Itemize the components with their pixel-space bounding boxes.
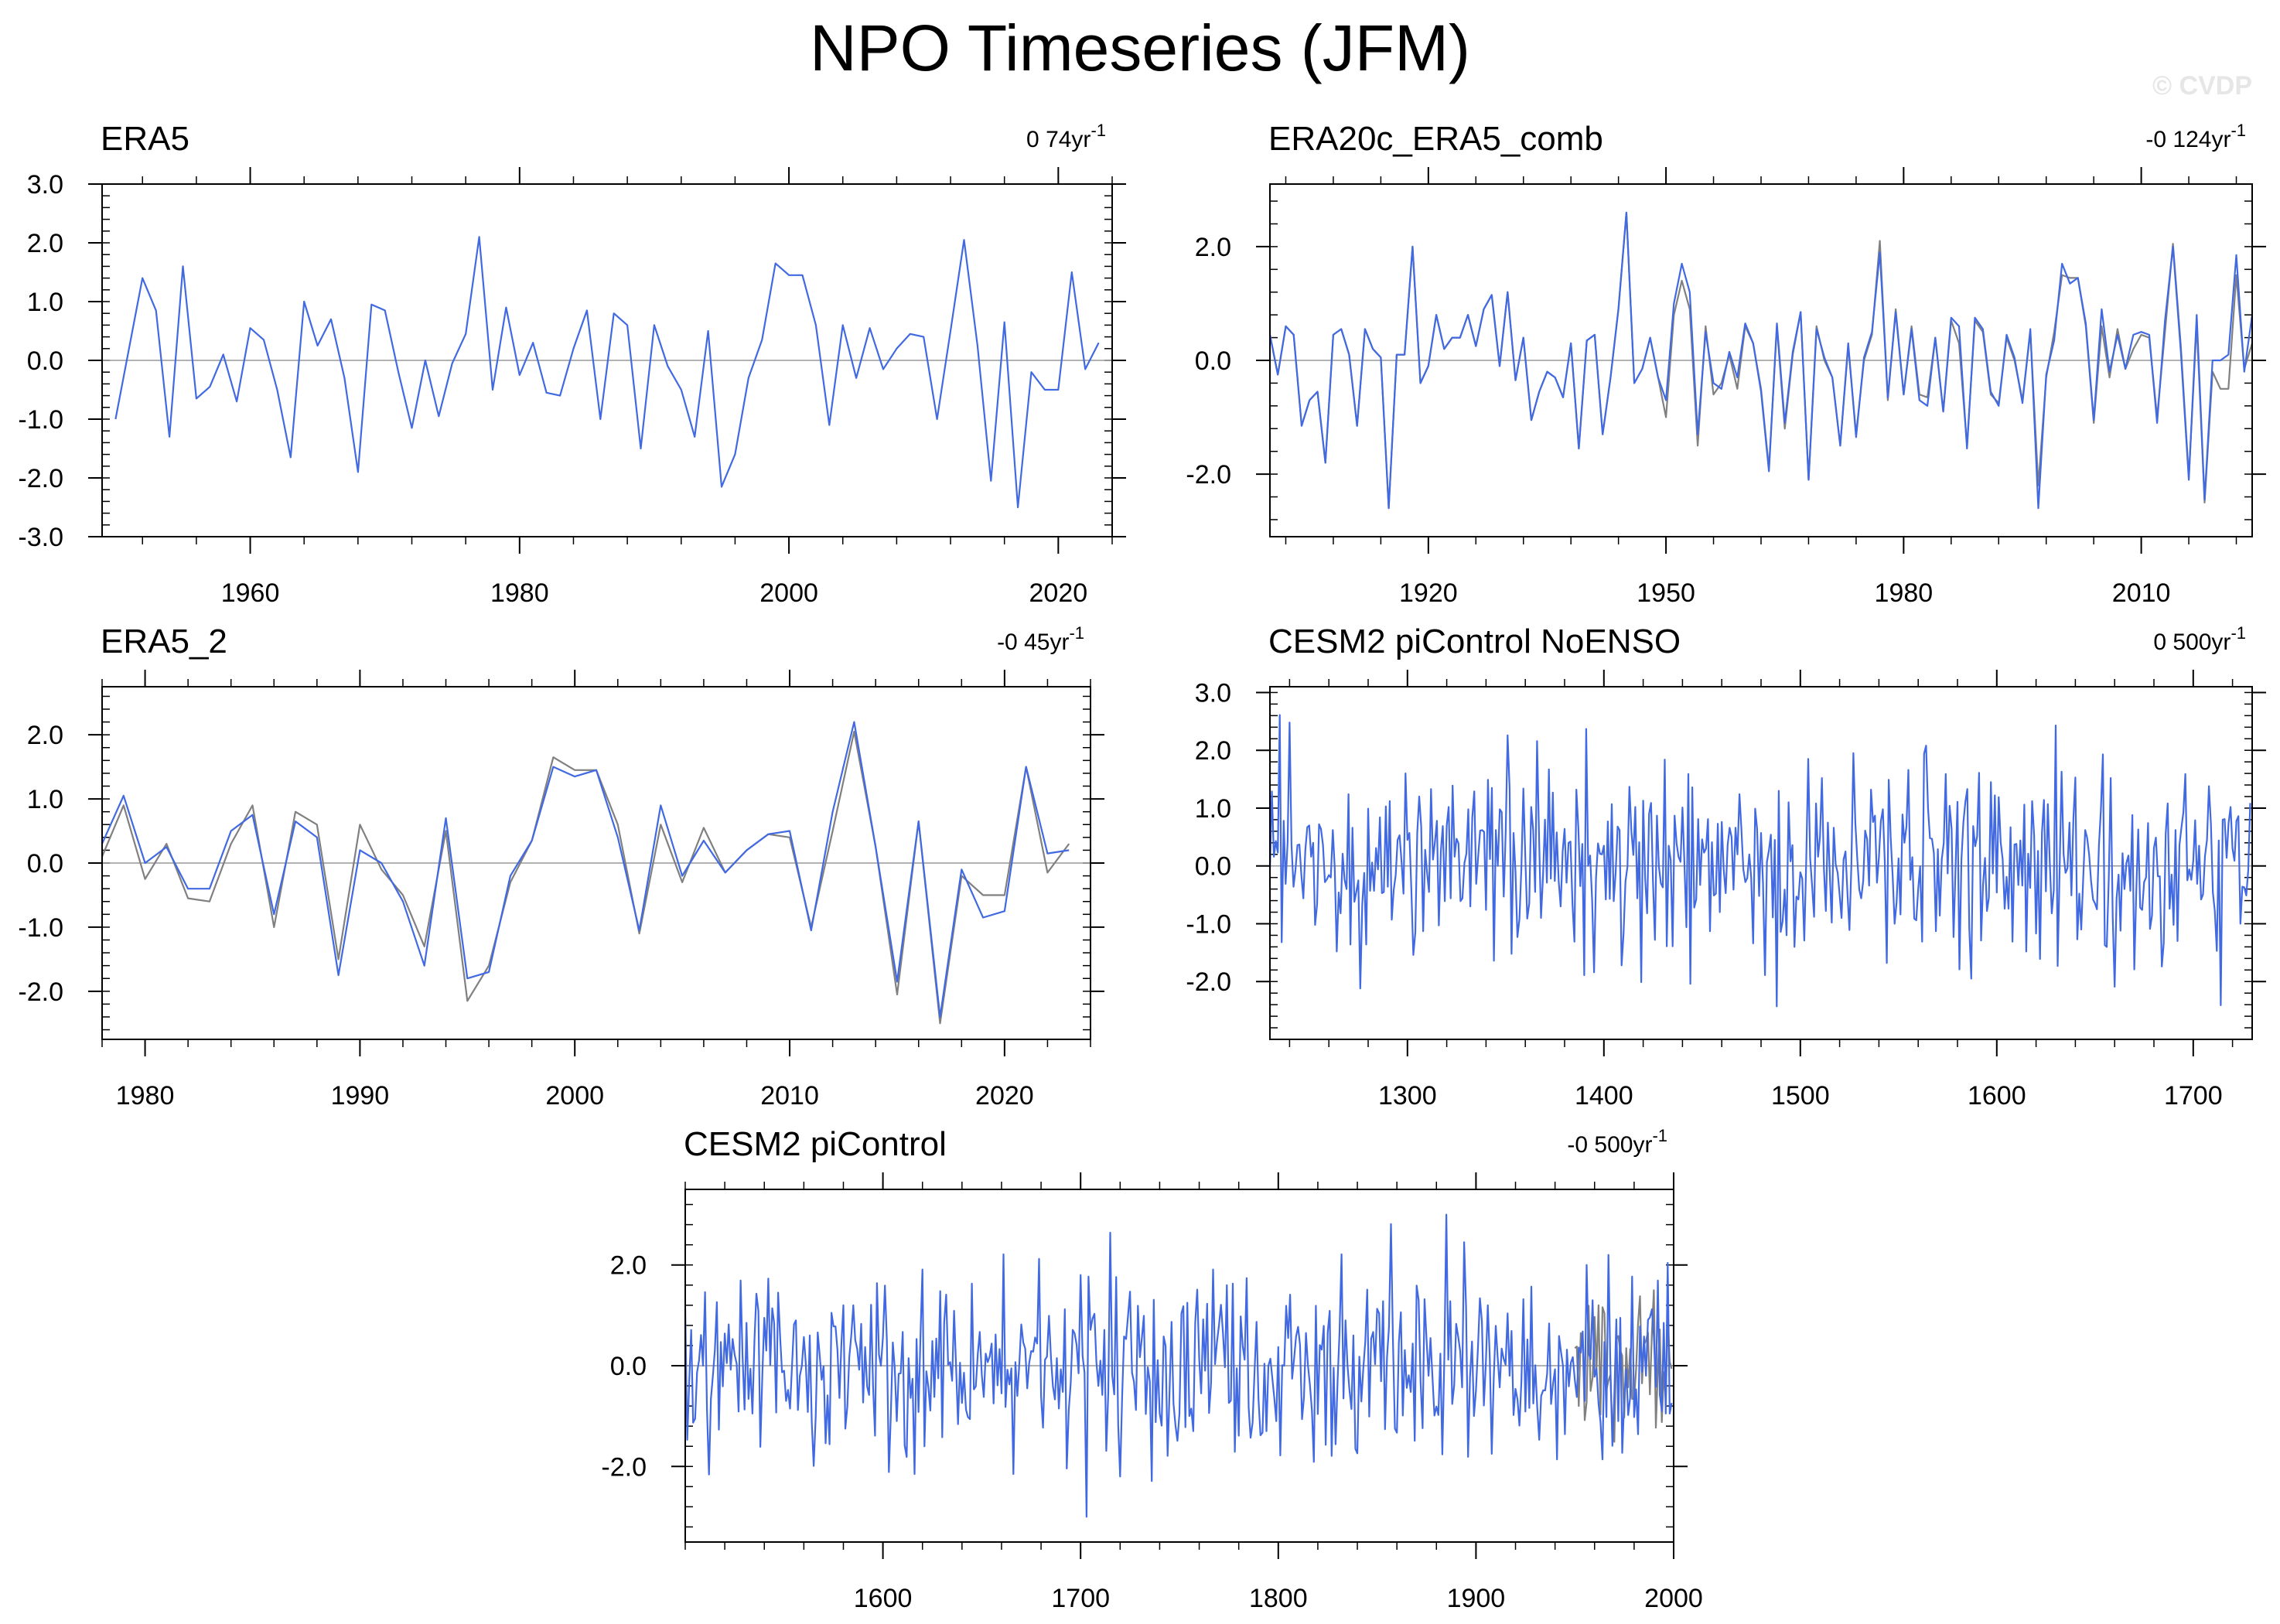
y-tick-label: -2.0 — [1186, 460, 1231, 490]
x-tick-label: 1980 — [1875, 578, 1934, 608]
y-tick-label: 2.0 — [27, 721, 63, 750]
chart-panel-2: -2.0 0.0 2.0 1920 1950 1980 2010 ERA20c_ERA5_co… — [1186, 120, 2266, 608]
x-tick-label: 1800 — [1249, 1584, 1308, 1613]
y-tick-label: 0.0 — [27, 849, 63, 879]
y-tick-label: 2.0 — [1195, 233, 1231, 262]
x-tick-label: 1400 — [1575, 1081, 1633, 1111]
y-tick-label: 2.0 — [27, 229, 63, 258]
trend-label: -0 45yr-1 — [997, 623, 1084, 655]
chart-panel-4: -2.0 -1.0 0.0 1.0 2.0 3.0 1300 1400 1500 1600 1700… — [1186, 623, 2266, 1111]
y-tick-label: 0.0 — [610, 1352, 647, 1381]
series-line-2 — [1268, 211, 2254, 510]
trend-label: 0 74yr-1 — [1026, 121, 1106, 152]
x-tick-label: 1900 — [1447, 1584, 1506, 1613]
x-tick-label: 1980 — [490, 578, 549, 608]
y-tick-label: -2.0 — [601, 1452, 647, 1482]
x-tick-label: 1980 — [116, 1081, 175, 1111]
y-tick-label: 1.0 — [1195, 794, 1231, 824]
panel-title: CESM2 piControl — [684, 1125, 947, 1163]
y-tick-label: 2.0 — [1195, 736, 1231, 766]
panel-title: CESM2 piControl NoENSO — [1268, 623, 1681, 660]
figure-title: NPO Timeseries (JFM) — [809, 12, 1471, 84]
series-line-2 — [684, 1213, 1673, 1518]
y-tick-label: 1.0 — [27, 288, 63, 317]
y-tick-label: 1.0 — [27, 785, 63, 814]
x-tick-label: 1960 — [221, 578, 280, 608]
y-tick-label: -1.0 — [1186, 909, 1231, 939]
x-tick-label: 2020 — [975, 1081, 1034, 1111]
x-tick-label: 2000 — [545, 1081, 604, 1111]
cvdp-watermark: © CVDP — [2152, 71, 2252, 101]
series-line-1 — [114, 236, 1100, 509]
x-tick-label: 2000 — [759, 578, 818, 608]
x-tick-label: 1700 — [2164, 1081, 2223, 1111]
y-tick-label: 3.0 — [1195, 678, 1231, 708]
x-tick-label: 1300 — [1378, 1081, 1437, 1111]
x-tick-label: 1600 — [854, 1584, 913, 1613]
y-tick-label: -1.0 — [18, 913, 63, 943]
panel-title: ERA5 — [101, 120, 189, 158]
x-tick-label: 2010 — [2112, 578, 2171, 608]
x-tick-label: 1500 — [1771, 1081, 1830, 1111]
x-tick-label: 1950 — [1637, 578, 1695, 608]
y-tick-label: -2.0 — [1186, 967, 1231, 997]
y-tick-label: 2.0 — [610, 1251, 647, 1281]
trend-label: -0 500yr-1 — [1567, 1126, 1667, 1158]
y-tick-label: 3.0 — [27, 170, 63, 200]
trend-label: -0 124yr-1 — [2145, 121, 2246, 152]
chart-panel-5: -2.0 0.0 2.0 1600 1700 1800 1900 2000 CESM2 piCo… — [601, 1125, 1702, 1613]
y-tick-label: -2.0 — [18, 977, 63, 1007]
panel-title: ERA20c_ERA5_comb — [1268, 120, 1603, 158]
series-line-1 — [1574, 1289, 1673, 1443]
chart-panel-3: -2.0 -1.0 0.0 1.0 2.0 1980 1990 2000 2010 2020 ERA… — [18, 623, 1104, 1111]
x-tick-label: 1700 — [1051, 1584, 1110, 1613]
trend-label: 0 500yr-1 — [2153, 623, 2246, 655]
series-line-1 — [1268, 714, 2251, 1008]
x-tick-label: 1990 — [331, 1081, 390, 1111]
x-tick-label: 1920 — [1399, 578, 1458, 608]
y-tick-label: 0.0 — [27, 346, 63, 376]
y-tick-label: -2.0 — [18, 464, 63, 493]
y-tick-label: -3.0 — [18, 523, 63, 552]
chart-panel-1: -3.0 -2.0 -1.0 0.0 1.0 2.0 3.0 1960 1980 2000 2020… — [18, 120, 1126, 608]
y-tick-label: 0.0 — [1195, 852, 1231, 882]
series-line-2 — [101, 721, 1070, 1018]
x-tick-label: 2020 — [1029, 578, 1088, 608]
x-tick-label: 1600 — [1968, 1081, 2026, 1111]
panel-title: ERA5_2 — [101, 623, 227, 660]
plot-frame — [1269, 686, 2253, 1040]
x-tick-label: 2010 — [760, 1081, 819, 1111]
x-tick-label: 2000 — [1644, 1584, 1703, 1613]
y-tick-label: 0.0 — [1195, 346, 1231, 376]
y-tick-label: -1.0 — [18, 405, 63, 435]
